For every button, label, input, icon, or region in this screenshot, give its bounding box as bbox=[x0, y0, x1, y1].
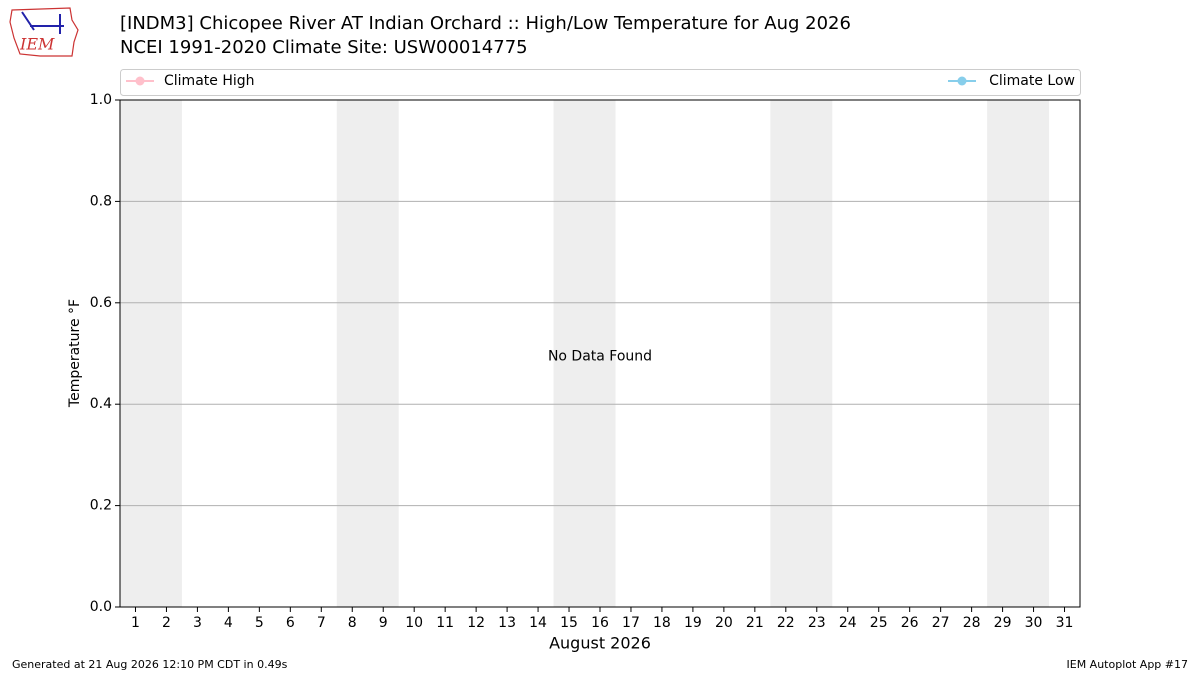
logo-text: IEM bbox=[19, 35, 55, 54]
x-tick-label: 10 bbox=[405, 615, 423, 631]
annotation: No Data Found bbox=[548, 349, 652, 365]
y-tick-label: 0.4 bbox=[90, 396, 112, 412]
x-tick-label: 31 bbox=[1056, 615, 1074, 631]
x-tick-label: 21 bbox=[746, 615, 764, 631]
legend-label: Climate Low bbox=[989, 73, 1075, 89]
plot-frame bbox=[119, 99, 1081, 608]
x-tick-label: 25 bbox=[870, 615, 888, 631]
x-tick-label: 3 bbox=[193, 615, 202, 631]
chart-subtitle: NCEI 1991-2020 Climate Site: USW00014775 bbox=[120, 37, 528, 58]
x-tick-label: 27 bbox=[932, 615, 950, 631]
footer-left: Generated at 21 Aug 2026 12:10 PM CDT in… bbox=[12, 658, 288, 671]
x-tick-label: 8 bbox=[348, 615, 357, 631]
x-tick-label: 5 bbox=[255, 615, 264, 631]
weekend-shade bbox=[336, 100, 399, 607]
x-tick-label: 19 bbox=[684, 615, 702, 631]
legend-marker bbox=[135, 76, 145, 86]
logo: IEM bbox=[9, 7, 79, 57]
x-tick-label: 4 bbox=[224, 615, 233, 631]
y-tick-label: 0.2 bbox=[90, 498, 112, 514]
y-tick-label: 1.0 bbox=[90, 92, 112, 108]
x-tick-label: 14 bbox=[529, 615, 547, 631]
x-tick-label: 28 bbox=[963, 615, 981, 631]
x-tick-label: 2 bbox=[162, 615, 171, 631]
x-tick-label: 15 bbox=[560, 615, 578, 631]
x-tick-label: 7 bbox=[317, 615, 326, 631]
x-tick-label: 9 bbox=[379, 615, 388, 631]
x-tick-label: 30 bbox=[1025, 615, 1043, 631]
y-axis-label: Temperature °F bbox=[67, 299, 83, 408]
x-tick-label: 1 bbox=[131, 615, 140, 631]
x-tick-label: 26 bbox=[901, 615, 919, 631]
y-tick-label: 0.0 bbox=[90, 599, 112, 615]
legend-marker bbox=[957, 76, 967, 86]
chart-title: [INDM3] Chicopee River AT Indian Orchard… bbox=[120, 13, 851, 34]
weekend-shade bbox=[770, 100, 833, 607]
x-tick-label: 17 bbox=[622, 615, 640, 631]
weekend-shade bbox=[987, 100, 1050, 607]
y-tick-label: 0.6 bbox=[90, 295, 112, 311]
x-tick-label: 16 bbox=[591, 615, 609, 631]
legend bbox=[120, 69, 1081, 96]
y-tick-label: 0.8 bbox=[90, 193, 112, 209]
x-tick-label: 22 bbox=[777, 615, 795, 631]
weekend-shade bbox=[120, 100, 182, 607]
x-tick-label: 6 bbox=[286, 615, 295, 631]
x-tick-label: 11 bbox=[436, 615, 454, 631]
x-tick-label: 12 bbox=[467, 615, 485, 631]
x-tick-label: 20 bbox=[715, 615, 733, 631]
x-tick-label: 13 bbox=[498, 615, 516, 631]
x-tick-label: 18 bbox=[653, 615, 671, 631]
x-axis-label: August 2026 bbox=[549, 634, 651, 653]
x-tick-label: 24 bbox=[839, 615, 857, 631]
x-tick-label: 29 bbox=[994, 615, 1012, 631]
weekend-shade bbox=[553, 100, 616, 607]
legend-label: Climate High bbox=[164, 73, 255, 89]
footer-right: IEM Autoplot App #17 bbox=[1067, 658, 1189, 671]
x-tick-label: 23 bbox=[808, 615, 826, 631]
